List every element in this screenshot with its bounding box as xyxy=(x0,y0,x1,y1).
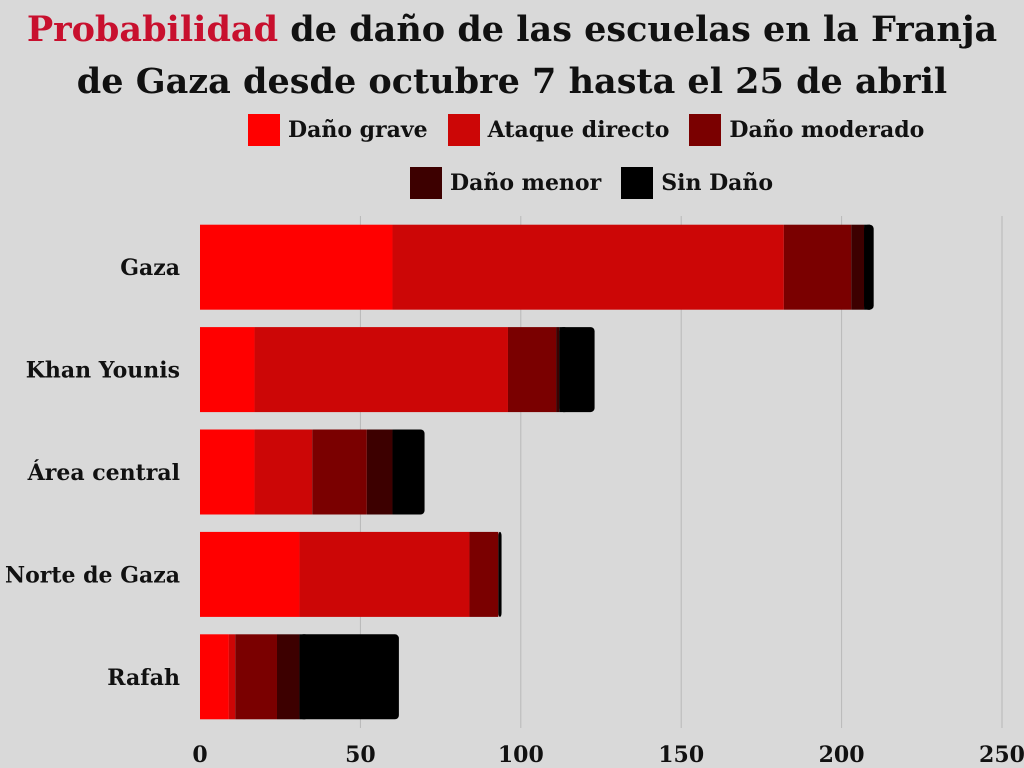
bar-segment xyxy=(783,224,852,310)
bar-segment xyxy=(392,224,784,310)
bar-segment xyxy=(851,224,865,310)
bar-segment xyxy=(235,634,277,720)
legend-swatch xyxy=(447,114,480,146)
x-tick-label: 50 xyxy=(345,742,376,768)
legend-swatch xyxy=(410,167,442,199)
x-tick-label: 100 xyxy=(498,742,544,768)
bar-segment xyxy=(498,531,502,617)
title-highlight: Probabilidad xyxy=(26,9,279,50)
legend-label: Daño moderado xyxy=(729,117,925,143)
legend-swatch xyxy=(689,114,722,146)
bar-segment xyxy=(254,429,313,515)
bar-segment xyxy=(299,634,399,720)
legend-label: Ataque directo xyxy=(487,117,670,143)
legend-swatch xyxy=(248,114,280,146)
title-rest: de daño de las escuelas en la Franja xyxy=(278,9,998,50)
bar-segment xyxy=(200,531,300,617)
bar-segment xyxy=(299,531,470,617)
bar-segment-joint xyxy=(864,224,871,310)
bar-segment-joint xyxy=(392,429,399,515)
x-tick-label: 150 xyxy=(658,742,704,768)
bar-segment xyxy=(200,634,229,720)
legend-item: Sin Daño xyxy=(621,167,773,199)
title-line-1: Probabilidad de daño de las escuelas en … xyxy=(0,4,1024,56)
category-label: Norte de Gaza xyxy=(5,562,180,588)
bar-segment xyxy=(276,634,300,720)
chart-title: Probabilidad de daño de las escuelas en … xyxy=(0,4,1024,108)
category-label: Gaza xyxy=(120,255,180,281)
legend-item: Ataque directo xyxy=(447,114,670,146)
bar-segment xyxy=(392,429,425,515)
x-tick-label: 250 xyxy=(979,742,1024,768)
legend-item: Daño grave xyxy=(248,114,428,146)
title-line-2: de Gaza desde octubre 7 hasta el 25 de a… xyxy=(76,61,948,102)
bar-segment xyxy=(200,327,255,413)
legend-row-1: Daño grave Ataque directo Daño moderado xyxy=(248,114,924,146)
legend-swatch xyxy=(621,167,654,199)
bar-segment xyxy=(228,634,236,720)
bar-segment xyxy=(254,327,508,413)
x-tick-label: 0 xyxy=(192,742,207,768)
bar-segment-joint xyxy=(299,634,306,720)
bar-segment xyxy=(200,224,393,310)
category-label: Rafah xyxy=(107,665,180,691)
bar-segment xyxy=(556,327,560,413)
legend-item: Daño menor xyxy=(410,167,601,199)
bar-segment xyxy=(200,429,255,515)
legend-item: Daño moderado xyxy=(689,114,924,146)
bar-segment xyxy=(469,531,499,617)
bar-segment xyxy=(366,429,393,515)
bar-segment xyxy=(507,327,557,413)
x-tick-label: 200 xyxy=(819,742,865,768)
legend-label: Daño grave xyxy=(288,117,428,143)
legend-label: Sin Daño xyxy=(661,170,774,196)
bar-segment-joint xyxy=(559,327,566,413)
legend-row-2: Daño menor Sin Daño xyxy=(410,167,773,199)
legend-label: Daño menor xyxy=(450,170,602,196)
bar-segment xyxy=(559,327,595,413)
category-label: Área central xyxy=(27,459,180,486)
category-label: Khan Younis xyxy=(26,358,180,384)
bar-segment xyxy=(312,429,367,515)
